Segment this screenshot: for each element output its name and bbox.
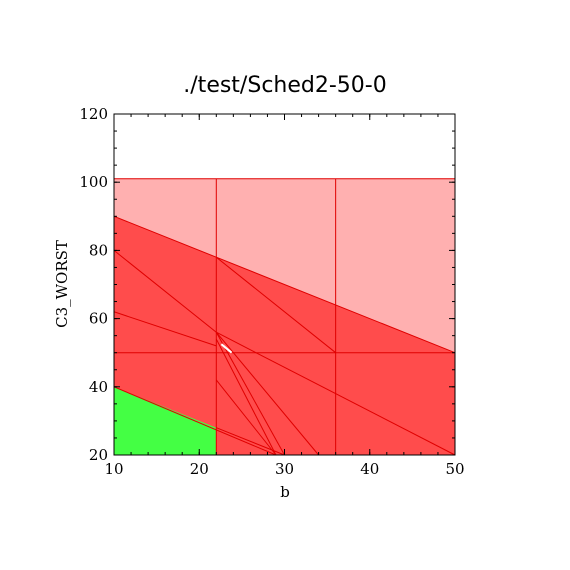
x-tick-label: 40 xyxy=(360,460,379,478)
boundary-line xyxy=(215,379,277,456)
boundary-line xyxy=(113,215,217,258)
y-axis-label: C3_WORST xyxy=(53,240,71,328)
boundary-line xyxy=(215,331,285,456)
region-feasible-region xyxy=(114,386,217,455)
x-tick-label: 10 xyxy=(104,460,123,478)
chart-title: ./test/Sched2-50-0 xyxy=(183,73,386,98)
boundary-line xyxy=(215,331,319,456)
y-tick-label: 20 xyxy=(89,446,108,464)
boundary-line xyxy=(216,331,456,456)
x-tick-label: 30 xyxy=(275,460,294,478)
hatched-mark xyxy=(220,343,233,354)
x-tick-label: 20 xyxy=(190,460,209,478)
y-tick-label: 60 xyxy=(89,310,108,328)
boundary-line xyxy=(113,311,217,347)
boundary-line xyxy=(215,338,277,456)
boundary-line xyxy=(215,256,336,354)
y-tick-label: 40 xyxy=(89,378,108,396)
y-tick-label: 100 xyxy=(79,173,108,191)
region-dark-region xyxy=(114,216,455,455)
boundary-line xyxy=(113,250,217,333)
y-tick-label: 120 xyxy=(79,105,108,123)
boundary-line xyxy=(216,427,285,456)
x-tick-label: 50 xyxy=(445,460,464,478)
y-tick-label: 80 xyxy=(89,241,108,259)
x-axis-label: b xyxy=(280,483,290,501)
boundary-line xyxy=(113,386,277,456)
plot-area xyxy=(113,113,456,456)
